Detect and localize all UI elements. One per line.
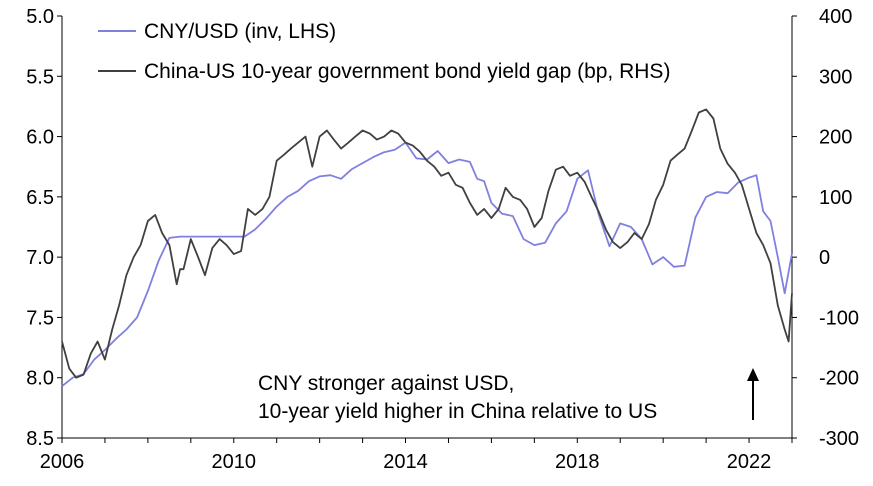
x-tick-label: 2018 [555,451,600,473]
series-line-yield-gap [61,108,793,379]
right-tick-label: 0 [819,247,830,269]
right-tick-label: -100 [819,307,859,329]
right-tick-label: 300 [819,66,852,88]
right-tick-label: 100 [819,187,852,209]
x-tick-label: 2014 [383,451,428,473]
left-tick-label: 8.0 [26,368,54,390]
left-tick-label: 8.5 [26,428,54,450]
right-tick-label: 200 [819,127,852,149]
right-tick-label: -200 [819,368,859,390]
legend-label: China-US 10-year government bond yield g… [144,60,670,83]
x-tick-label: 2006 [40,451,85,473]
annotation-line: 10-year yield higher in China relative t… [258,400,657,423]
x-tick-label: 2010 [212,451,257,473]
annotation-line: CNY stronger against USD, [258,372,514,395]
series-line-cny-usd [61,141,793,387]
left-tick-label: 6.0 [26,127,54,149]
right-tick-label: -300 [819,428,859,450]
left-tick-label: 7.5 [26,307,54,329]
left-tick-label: 5.5 [26,66,54,88]
legend-label: CNY/USD (inv, LHS) [144,20,336,43]
left-tick-label: 5.0 [26,6,54,28]
annotation-arrow-head [747,368,759,381]
right-tick-label: 400 [819,6,852,28]
x-tick-label: 2022 [727,451,772,473]
left-tick-label: 7.0 [26,247,54,269]
left-tick-label: 6.5 [26,187,54,209]
